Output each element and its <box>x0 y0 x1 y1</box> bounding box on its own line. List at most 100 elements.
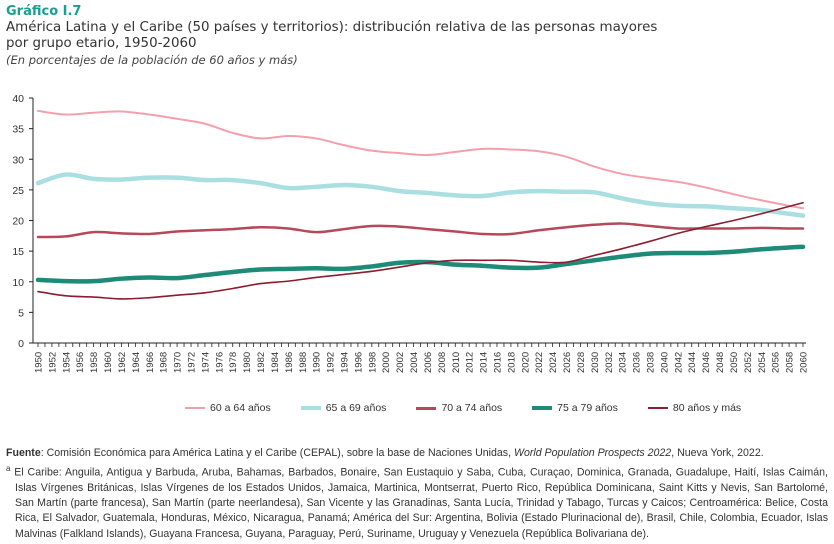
y-tick-label: 25 <box>12 185 24 197</box>
source-publication: World Population Prospects 2022 <box>513 447 672 459</box>
chart-footnotes: Fuente: Comisión Económica para América … <box>6 446 828 542</box>
series-line-2 <box>35 172 806 218</box>
chart-title-line1: América Latina y el Caribe (50 países y … <box>6 20 658 35</box>
source-text: : Comisión Económica para América Latina… <box>40 447 514 459</box>
x-tick-label: 2040 <box>659 352 670 373</box>
x-tick-label: 1976 <box>214 352 225 373</box>
x-tick-label: 2032 <box>604 352 615 373</box>
x-tick-label: 2042 <box>673 352 684 373</box>
footnote-a: a El Caribe: Anguila, Antigua y Barbuda,… <box>6 461 828 542</box>
x-tick-label: 1996 <box>353 352 364 373</box>
x-tick-label: 1960 <box>103 352 114 373</box>
legend-item: 80 años y más <box>647 402 742 414</box>
legend-label: 80 años y más <box>672 402 742 414</box>
y-tick-label: 35 <box>12 124 24 136</box>
x-tick-label: 2044 <box>687 352 698 373</box>
line-chart: 0 5 10 15 20 25 30 35 40 1950 1952 1954 1956 1958 1960… <box>12 93 810 373</box>
x-tick-label: 1978 <box>228 352 239 373</box>
source-note: Fuente: Comisión Económica para América … <box>6 446 828 461</box>
x-tick-label: 2014 <box>479 352 490 373</box>
x-tick-label: 2038 <box>646 352 657 373</box>
legend-label: 75 a 79 años <box>557 402 618 414</box>
legend-label: 65 a 69 años <box>325 402 387 414</box>
x-tick-label: 2052 <box>743 352 754 373</box>
x-tick-label: 1964 <box>131 352 142 373</box>
legend-swatch-icon <box>532 406 553 410</box>
x-tick-label: 2022 <box>534 352 545 373</box>
y-tick-label: 0 <box>18 338 24 350</box>
x-tick-label: 2018 <box>506 352 517 373</box>
x-tick-label: 2004 <box>409 352 420 373</box>
x-tick-label: 2026 <box>562 352 573 373</box>
x-tick-label: 1990 <box>312 352 323 373</box>
x-tick-label: 1992 <box>326 352 337 373</box>
x-tick-label: 1950 <box>34 352 45 373</box>
legend-item: 70 a 74 años <box>416 402 502 414</box>
x-tick-label: 2000 <box>381 352 392 373</box>
legend-item: 65 a 69 años <box>300 402 387 414</box>
y-tick-label: 40 <box>12 93 24 105</box>
x-tick-label: 1956 <box>75 352 86 373</box>
legend-item: 75 a 79 años <box>532 402 618 414</box>
x-tick-label: 2012 <box>465 352 476 373</box>
legend-item: 60 a 64 años <box>185 402 271 414</box>
source-text-end: , Nueva York, 2022. <box>671 447 764 459</box>
x-tick-label: 1962 <box>117 352 128 373</box>
y-tick-label: 5 <box>18 307 24 319</box>
x-tick-label: 2058 <box>785 352 796 373</box>
x-tick-label: 2028 <box>576 352 587 373</box>
chart-title-line2: por grupo etario, 1950-2060 <box>6 36 197 51</box>
x-tick-label: 1974 <box>200 352 211 373</box>
series-line-5 <box>37 201 804 300</box>
x-tick-label: 1982 <box>256 352 267 373</box>
y-tick-label: 10 <box>12 277 24 289</box>
x-tick-label: 2030 <box>590 352 601 373</box>
x-tick-label: 2008 <box>437 352 448 373</box>
x-tick-label: 2002 <box>395 352 406 373</box>
chart-subtitle: (En porcentajes de la población de 60 añ… <box>6 53 298 67</box>
x-tick-label: 2016 <box>493 352 504 373</box>
x-tick-label: 1980 <box>242 352 253 373</box>
x-tick-label: 1954 <box>61 352 72 373</box>
x-tick-label: 1968 <box>159 352 170 373</box>
x-tick-label: 1970 <box>173 352 184 373</box>
series-line-3 <box>36 222 805 239</box>
legend-swatch-icon <box>300 406 321 410</box>
x-tick-label: 1952 <box>47 352 58 373</box>
x-tick-label: 2046 <box>701 352 712 373</box>
footnote-text: El Caribe: Anguila, Antigua y Barbuda, A… <box>10 466 828 540</box>
x-tick-label: 2056 <box>771 352 782 373</box>
x-tick-label: 2010 <box>451 352 462 373</box>
legend-label: 60 a 64 años <box>210 402 271 414</box>
x-tick-label: 1984 <box>270 352 281 373</box>
x-tick-label: 1988 <box>298 352 309 373</box>
x-tick-label: 2006 <box>423 352 434 373</box>
x-tick-label: 2020 <box>520 352 531 373</box>
x-tick-label: 1966 <box>145 352 156 373</box>
x-tick-label: 2036 <box>632 352 643 373</box>
chart-legend: 60 a 64 años 65 a 69 años 70 a 74 años 7… <box>185 402 771 414</box>
x-tick-label: 1958 <box>89 352 100 373</box>
legend-swatch-icon <box>647 407 668 409</box>
x-tick-label: 1972 <box>187 352 198 373</box>
x-tick-label: 2034 <box>618 352 629 373</box>
x-tick-label: 2024 <box>548 352 559 373</box>
x-tick-label: 2054 <box>757 352 768 373</box>
figure-number: Gráfico I.7 <box>6 4 82 19</box>
x-tick-label: 1994 <box>340 352 351 373</box>
chart-header: Gráfico I.7 América Latina y el Caribe (… <box>6 3 657 68</box>
x-tick-label: 2050 <box>729 352 740 373</box>
legend-label: 70 a 74 años <box>441 402 503 414</box>
x-tick-label: 1986 <box>284 352 295 373</box>
x-tick-label: 1998 <box>367 352 378 373</box>
source-label: Fuente <box>6 447 41 459</box>
y-tick-label: 15 <box>12 246 24 258</box>
y-tick-label: 30 <box>12 154 24 166</box>
x-tick-label: 2060 <box>799 352 810 373</box>
footnote-marker: a <box>6 464 11 474</box>
y-tick-label: 20 <box>12 216 24 228</box>
legend-swatch-icon <box>416 406 437 410</box>
legend-swatch-icon <box>185 407 205 409</box>
series-line-1 <box>37 109 804 210</box>
x-tick-label: 2048 <box>715 352 726 373</box>
